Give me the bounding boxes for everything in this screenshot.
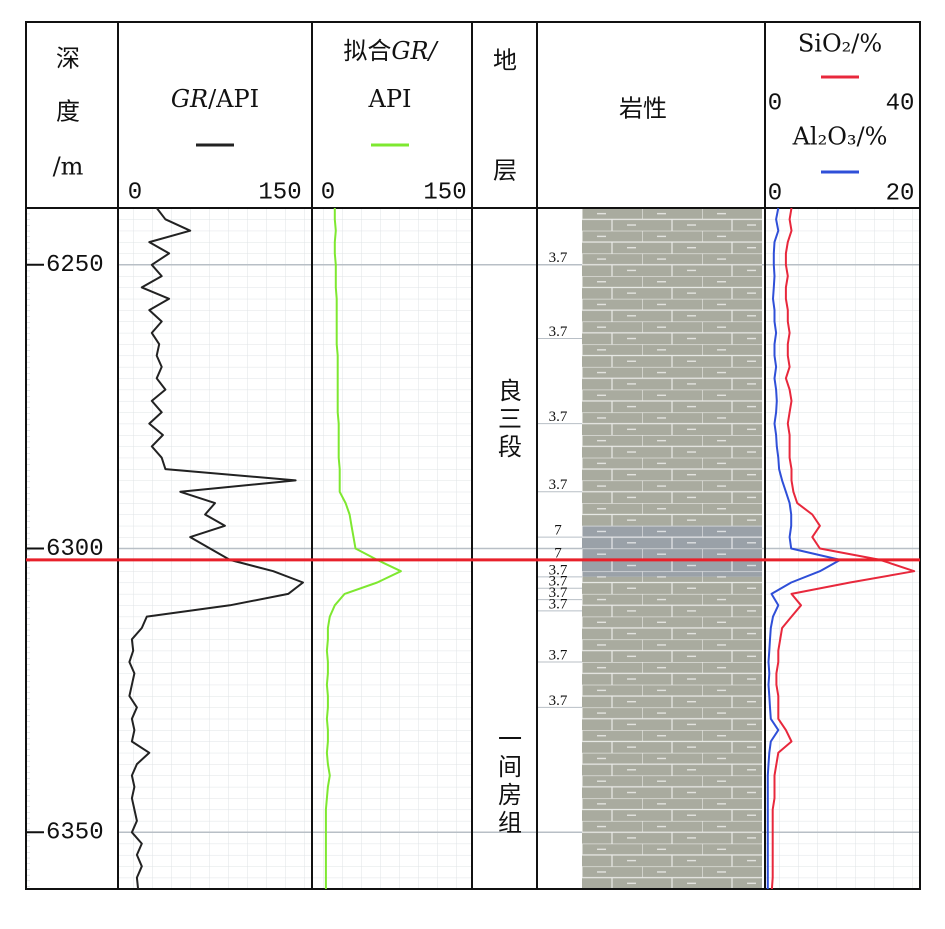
frame xyxy=(25,21,921,890)
track-header: API xyxy=(368,85,412,113)
formation-name: 良三段 xyxy=(494,378,522,462)
strata-header: 地 xyxy=(493,47,517,75)
lithology-pattern xyxy=(582,576,762,889)
lithology-code: 3.7 xyxy=(549,693,568,709)
lithology-code: 3.7 xyxy=(549,250,568,266)
x-tick-label: 0 xyxy=(128,179,142,206)
layer xyxy=(118,208,920,889)
depth-header: 度 xyxy=(56,98,80,126)
curve xyxy=(770,207,916,890)
x-tick-label: 150 xyxy=(258,179,301,206)
lithology-header: 岩性 xyxy=(619,95,667,123)
header-part: GR xyxy=(171,85,208,113)
y-tick-label: 6350 xyxy=(46,820,104,847)
track-header: GR/API xyxy=(171,85,259,113)
x-tick-label: 150 xyxy=(423,179,466,206)
y-tick-label: 6250 xyxy=(46,252,104,279)
lithology-code: 3.7 xyxy=(549,409,568,425)
x-tick-label: 40 xyxy=(886,90,915,117)
header-part: /API xyxy=(208,85,259,113)
lithology-code: 3.7 xyxy=(549,574,568,590)
lithology-pattern xyxy=(582,525,762,577)
header-part: 拟合 xyxy=(343,37,391,65)
lithology-code: 3.7 xyxy=(549,647,568,663)
header-part: GR/ xyxy=(391,37,439,65)
lithology-code: 7 xyxy=(554,545,562,561)
legend-label: Al₂O₃/% xyxy=(792,123,888,151)
formation-name: 一间房组 xyxy=(494,726,522,838)
y-tick-label: 6300 xyxy=(46,536,104,563)
lithology-code: 3.7 xyxy=(549,324,568,340)
lithology-pattern xyxy=(582,208,762,526)
depth-header: 深 xyxy=(56,45,80,73)
curve xyxy=(128,207,304,890)
x-tick-label: 0 xyxy=(768,90,782,117)
track-header: 拟合GR/ xyxy=(343,37,439,65)
lithology-code: 3.7 xyxy=(549,477,568,493)
lithology-code: 3.7 xyxy=(549,562,568,578)
x-tick-label: 0 xyxy=(321,179,335,206)
formation xyxy=(474,560,535,889)
curve xyxy=(324,208,402,889)
lithology-code: 7 xyxy=(554,523,562,539)
curve xyxy=(766,207,842,889)
x-tick-label: 20 xyxy=(886,180,915,207)
lithology-code: 3.7 xyxy=(549,585,568,601)
legend-label: SiO₂/% xyxy=(798,30,882,58)
depth-header: /m xyxy=(53,153,84,181)
header-part: API xyxy=(368,85,412,113)
x-tick-label: 0 xyxy=(768,180,782,207)
lithology-code: 3.7 xyxy=(549,596,568,612)
strata-header: 层 xyxy=(493,157,517,185)
